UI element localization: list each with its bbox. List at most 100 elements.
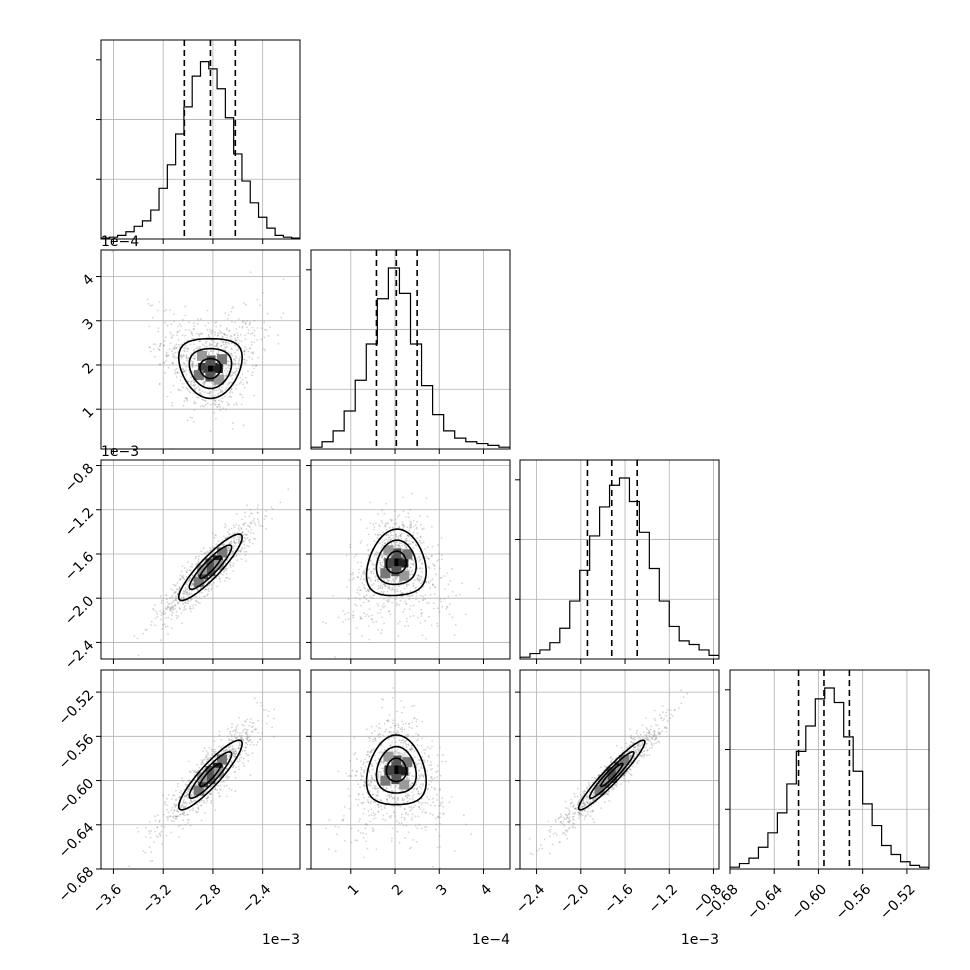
- scatter-point: [426, 546, 429, 549]
- scatter-point: [390, 794, 393, 796]
- x-tick-label: 3: [433, 881, 451, 899]
- scatter-point: [583, 804, 586, 806]
- scatter-point: [226, 753, 229, 756]
- scatter-point: [227, 745, 230, 748]
- scatter-point: [402, 741, 405, 744]
- scatter-point: [388, 579, 391, 582]
- scatter-point: [187, 790, 190, 793]
- scatter-point: [418, 579, 421, 581]
- scatter-point: [150, 624, 153, 626]
- scatter-point: [182, 577, 185, 580]
- scatter-point: [219, 388, 222, 391]
- scatter-point: [256, 507, 259, 509]
- scatter-point: [407, 534, 409, 536]
- scatter-point: [169, 608, 172, 611]
- scatter-point: [377, 804, 379, 807]
- scatter-point: [394, 518, 397, 521]
- scatter-point: [404, 543, 406, 546]
- scatter-point: [391, 750, 393, 752]
- scatter-point: [439, 812, 441, 815]
- scatter-point: [421, 801, 424, 804]
- scatter-point: [224, 333, 226, 336]
- scatter-point: [191, 417, 194, 419]
- scatter-point: [241, 548, 243, 551]
- scatter-point: [404, 625, 406, 627]
- scatter-point: [434, 788, 436, 791]
- scatter-point: [380, 761, 382, 763]
- scatter-point: [190, 383, 192, 385]
- scatter-point: [217, 784, 219, 787]
- scatter-point: [405, 537, 408, 540]
- scatter-point: [168, 602, 171, 605]
- scatter-point: [252, 537, 255, 540]
- scatter-point: [187, 348, 190, 350]
- scatter-point: [265, 515, 268, 518]
- scatter-point: [214, 788, 217, 791]
- scatter-point: [198, 766, 201, 769]
- scatter-point: [208, 386, 211, 388]
- scatter-point: [192, 384, 195, 387]
- scatter-point: [426, 802, 429, 805]
- scatter-point: [367, 600, 370, 602]
- density-blocks: [193, 350, 228, 385]
- scatter-point: [184, 783, 187, 786]
- scatter-point: [405, 811, 408, 814]
- scatter-point: [228, 787, 231, 790]
- scatter-point: [191, 589, 193, 592]
- scatter-point: [419, 523, 422, 526]
- density-cell: [193, 577, 204, 588]
- scatter-point: [365, 594, 368, 597]
- scatter-point: [189, 607, 191, 610]
- scatter-point: [231, 747, 234, 750]
- scatter-point: [234, 362, 237, 365]
- scatter-point: [247, 370, 249, 373]
- scatter-point: [142, 632, 145, 635]
- scatter-point: [166, 601, 169, 604]
- scatter-point: [359, 577, 362, 580]
- scatter-point: [176, 804, 179, 807]
- scatter-point: [410, 748, 413, 751]
- scatter-point: [438, 804, 440, 807]
- scatter-point: [630, 737, 633, 739]
- scatter-point: [198, 340, 201, 343]
- scatter-point: [235, 555, 238, 558]
- scatter-point: [179, 579, 182, 581]
- scatter-point: [435, 771, 438, 773]
- scatter-point: [184, 589, 187, 591]
- scatter-point: [184, 334, 187, 337]
- scatter-point: [341, 819, 344, 821]
- scatter-point: [255, 744, 258, 746]
- scatter-point: [401, 523, 404, 526]
- density-cell: [198, 362, 209, 373]
- scatter-point: [178, 588, 181, 591]
- scatter-point: [218, 575, 220, 578]
- scatter-point: [656, 724, 659, 727]
- scatter-point: [244, 511, 246, 514]
- scatter-point: [373, 555, 376, 557]
- scatter-point: [442, 754, 444, 757]
- scatter-point: [664, 726, 667, 728]
- scatter-point: [441, 554, 444, 557]
- scatter-point: [235, 384, 238, 386]
- scatter-point: [174, 805, 177, 807]
- scatter-point: [187, 347, 189, 350]
- scatter-point: [165, 594, 168, 597]
- scatter-point: [182, 404, 185, 407]
- scatter-point: [394, 590, 396, 593]
- scatter-point: [381, 555, 384, 557]
- scatter-point: [210, 793, 213, 796]
- scatter-point: [348, 578, 351, 581]
- scatter-point: [389, 786, 392, 788]
- scatter-point: [418, 575, 420, 578]
- scatter-point: [386, 794, 389, 797]
- scatter-point: [234, 750, 236, 752]
- scatter-point: [413, 717, 415, 720]
- scatter-point: [356, 588, 359, 591]
- scatter-point: [370, 774, 373, 777]
- scatter-point: [381, 616, 384, 619]
- scatter-point: [182, 805, 185, 808]
- scatter-point: [212, 748, 215, 751]
- scatter-point: [363, 584, 365, 586]
- scatter-point: [359, 542, 362, 544]
- scatter-point: [237, 362, 240, 365]
